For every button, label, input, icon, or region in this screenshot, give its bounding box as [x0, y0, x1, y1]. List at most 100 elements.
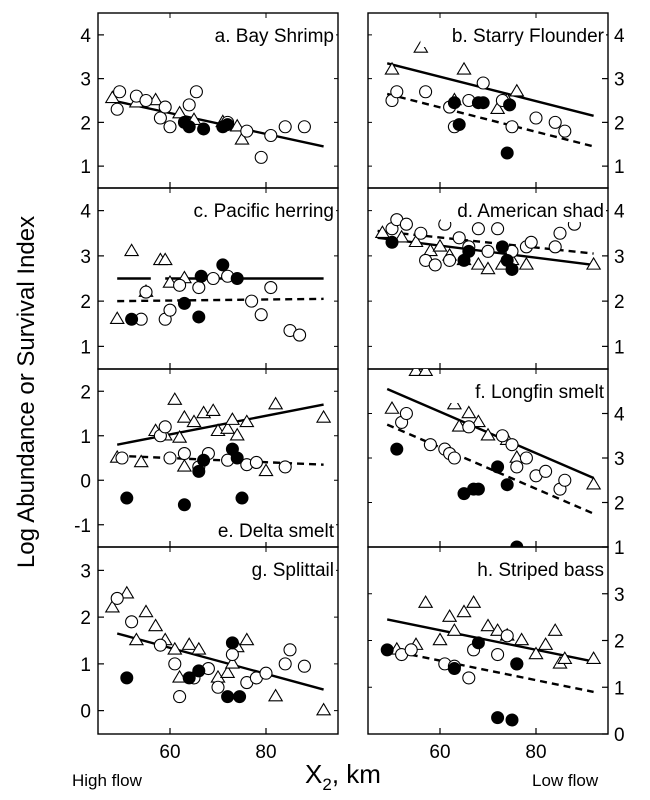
panel-e: -1 0 1 2 e. Delta smelt — [74, 369, 338, 547]
open-circle-point — [463, 672, 475, 684]
y-tick-label: 0 — [80, 702, 91, 723]
triangle-point — [587, 478, 600, 489]
open-circle-point — [154, 639, 166, 651]
triangle-point — [457, 63, 470, 74]
panel-data — [106, 587, 331, 715]
triangle-point — [226, 413, 239, 424]
open-circle-point — [501, 630, 513, 642]
filled-circle-point — [492, 461, 504, 473]
triangle-point — [178, 460, 191, 471]
filled-circle-point — [472, 483, 484, 495]
triangle-point — [520, 258, 533, 269]
filled-circle-point — [198, 454, 210, 466]
open-circle-point — [246, 295, 258, 307]
panel-title: e. Delta smelt — [218, 521, 335, 542]
x-axis-label-main: X — [305, 759, 322, 789]
filled-circle-point — [501, 479, 513, 491]
filled-circle-point — [222, 691, 234, 703]
dashed-fit-line — [117, 456, 323, 465]
open-circle-point — [415, 227, 427, 239]
panel-title: h. Striped bass — [477, 560, 604, 581]
x-axis-label-sub: 2 — [322, 775, 331, 794]
open-circle-point — [492, 649, 504, 661]
filled-circle-point — [222, 119, 234, 131]
open-circle-point — [255, 309, 267, 321]
open-circle-point — [444, 254, 456, 266]
open-circle-point — [212, 681, 224, 693]
open-circle-point — [260, 667, 272, 679]
triangle-point — [587, 652, 600, 663]
filled-circle-point — [511, 658, 523, 670]
triangle-point — [168, 393, 181, 404]
filled-circle-point — [226, 637, 238, 649]
dashed-fit-line — [387, 94, 593, 147]
open-circle-point — [279, 121, 291, 133]
open-circle-point — [530, 112, 542, 124]
filled-circle-point — [463, 245, 475, 257]
panel-title: b. Starry Flounder — [452, 26, 605, 47]
filled-circle-point — [121, 672, 133, 684]
y-tick-label: 1 — [80, 427, 91, 448]
triangle-point — [269, 398, 282, 409]
y-tick-label: 4 — [80, 202, 91, 223]
triangle-point — [481, 619, 494, 630]
panel-title: g. Splittail — [252, 560, 334, 581]
open-circle-point — [178, 448, 190, 460]
panel-title: c. Pacific herring — [194, 201, 334, 222]
triangle-point — [462, 407, 475, 418]
y-tick-label: 1 — [80, 157, 91, 178]
y-tick-label: 3 — [614, 449, 625, 470]
open-circle-point — [255, 151, 267, 163]
y-tick-label: 1 — [614, 678, 625, 699]
triangle-point — [467, 596, 480, 607]
x-axis-label-unit: , km — [332, 759, 381, 789]
open-circle-point — [140, 95, 152, 107]
filled-circle-point — [198, 123, 210, 135]
filled-circle-point — [506, 714, 518, 726]
open-circle-point — [164, 304, 176, 316]
filled-circle-point — [178, 297, 190, 309]
open-circle-point — [506, 439, 518, 451]
triangle-point — [419, 596, 432, 607]
triangle-point — [549, 624, 562, 635]
filled-circle-point — [492, 712, 504, 724]
x-tick-label: 60 — [159, 742, 180, 763]
open-circle-point — [506, 121, 518, 133]
x-tick-label: 80 — [255, 742, 276, 763]
open-circle-point — [265, 130, 277, 142]
filled-circle-point — [496, 241, 508, 253]
filled-circle-point — [193, 311, 205, 323]
open-circle-point — [463, 421, 475, 433]
open-circle-point — [164, 452, 176, 464]
y-tick-label: 2 — [80, 608, 91, 629]
filled-circle-point — [448, 97, 460, 109]
open-circle-point — [140, 286, 152, 298]
y-tick-label: 3 — [614, 247, 625, 268]
open-circle-point — [159, 421, 171, 433]
triangle-point — [269, 690, 282, 701]
y-tick-label: 2 — [614, 113, 625, 134]
filled-circle-point — [193, 465, 205, 477]
open-circle-point — [424, 439, 436, 451]
open-circle-point — [279, 658, 291, 670]
filled-circle-point — [195, 270, 207, 282]
open-circle-point — [284, 644, 296, 656]
triangle-point — [125, 244, 138, 255]
triangle-point — [510, 85, 523, 96]
open-circle-point — [114, 86, 126, 98]
open-circle-point — [126, 616, 138, 628]
triangle-point — [183, 638, 196, 649]
open-circle-point — [265, 282, 277, 294]
triangle-point — [472, 258, 485, 269]
open-circle-point — [279, 461, 291, 473]
triangle-point — [385, 402, 398, 413]
y-tick-label: 0 — [80, 471, 91, 492]
open-circle-point — [111, 592, 123, 604]
y-tick-label: 3 — [80, 247, 91, 268]
y-tick-label: 1 — [80, 655, 91, 676]
filled-circle-point — [472, 637, 484, 649]
x-tick-label: 60 — [429, 742, 450, 763]
open-circle-point — [472, 223, 484, 235]
y-tick-label: 4 — [80, 26, 91, 47]
